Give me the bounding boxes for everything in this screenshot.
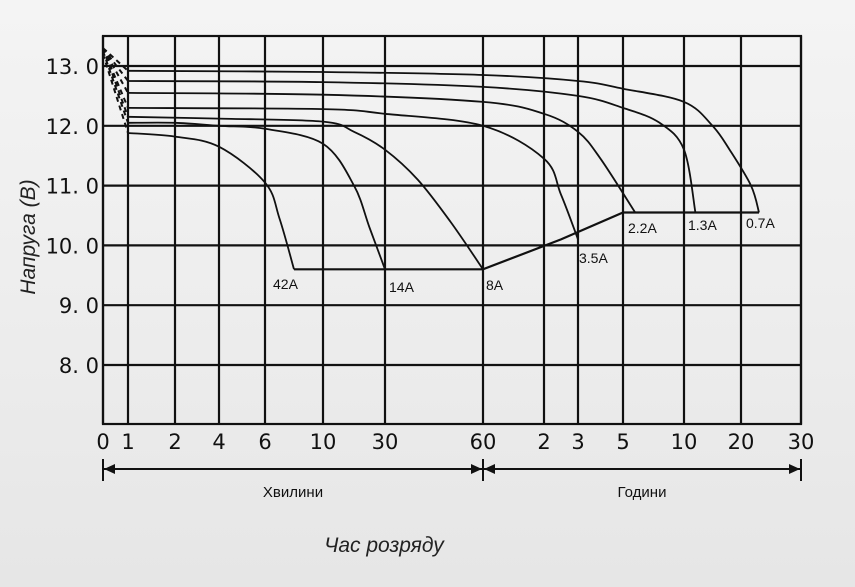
x-tick-label: 1 [121, 430, 134, 454]
x-tick-label: 20 [728, 430, 755, 454]
series-line-3-5a [127, 107, 579, 240]
series-line-42a [127, 132, 295, 270]
x-tick-label: 5 [616, 430, 629, 454]
y-tick-label: 9. 0 [59, 294, 99, 318]
x-tick-label: 2 [168, 430, 181, 454]
series-initial-drop [102, 47, 129, 72]
y-tick-label: 8. 0 [59, 354, 99, 378]
curve-label: 3.5A [579, 250, 608, 266]
tick-labels: 13. 0 12. 0 11. 0 10. 0 9. 0 8. 0 0 1 2 4 6 10 30 60 2… [46, 55, 815, 454]
curve-label: 8A [486, 277, 504, 293]
minutes-arrow-left [104, 464, 115, 474]
series-initial-drop [102, 47, 129, 82]
x-tick-label: 30 [372, 430, 399, 454]
x-tick-label: 0 [96, 430, 109, 454]
hours-segment-label: Години [618, 484, 667, 501]
series-line-1-3a [127, 80, 697, 213]
x-axis-label: Час розряду [324, 534, 445, 557]
series-line-14a [127, 121, 386, 270]
x-tick-label: 30 [788, 430, 815, 454]
series-line-2-2a [127, 92, 636, 213]
y-tick-label: 12. 0 [46, 115, 99, 139]
y-tick-label: 10. 0 [46, 234, 99, 258]
x-tick-label: 60 [470, 430, 497, 454]
curve-label: 42A [273, 276, 299, 292]
series-initial-drop [102, 53, 129, 134]
cutoff-voltage-line [294, 211, 759, 271]
x-tick-label: 2 [537, 430, 550, 454]
y-tick-label: 11. 0 [46, 175, 99, 199]
y-axis-label: Напруга (В) [17, 179, 40, 294]
x-tick-label: 10 [671, 430, 698, 454]
minutes-arrow-right [471, 464, 482, 474]
x-tick-label: 6 [258, 430, 271, 454]
curve-labels: 42A 14A 8A 3.5A 2.2A 1.3A 0.7A [273, 215, 775, 295]
series-initial-drop [102, 50, 129, 124]
curve-label: 1.3A [688, 217, 717, 233]
curve-label: 2.2A [628, 220, 657, 236]
y-tick-label: 13. 0 [46, 55, 99, 79]
series-layer [102, 47, 760, 271]
curve-label: 0.7A [746, 215, 775, 231]
series-line-0-7a [127, 69, 760, 213]
x-tick-label: 4 [212, 430, 225, 454]
series-line-8a [127, 115, 484, 270]
axis-extras: Напруга (В) Час розряду Хвилини Години [17, 179, 802, 557]
hours-arrow-left [484, 464, 495, 474]
minutes-segment-label: Хвилини [263, 484, 323, 501]
curve-label: 14A [389, 279, 415, 295]
series-initial-drop [102, 47, 129, 109]
x-tick-label: 3 [571, 430, 584, 454]
hours-arrow-right [789, 464, 800, 474]
x-tick-label: 10 [310, 430, 337, 454]
